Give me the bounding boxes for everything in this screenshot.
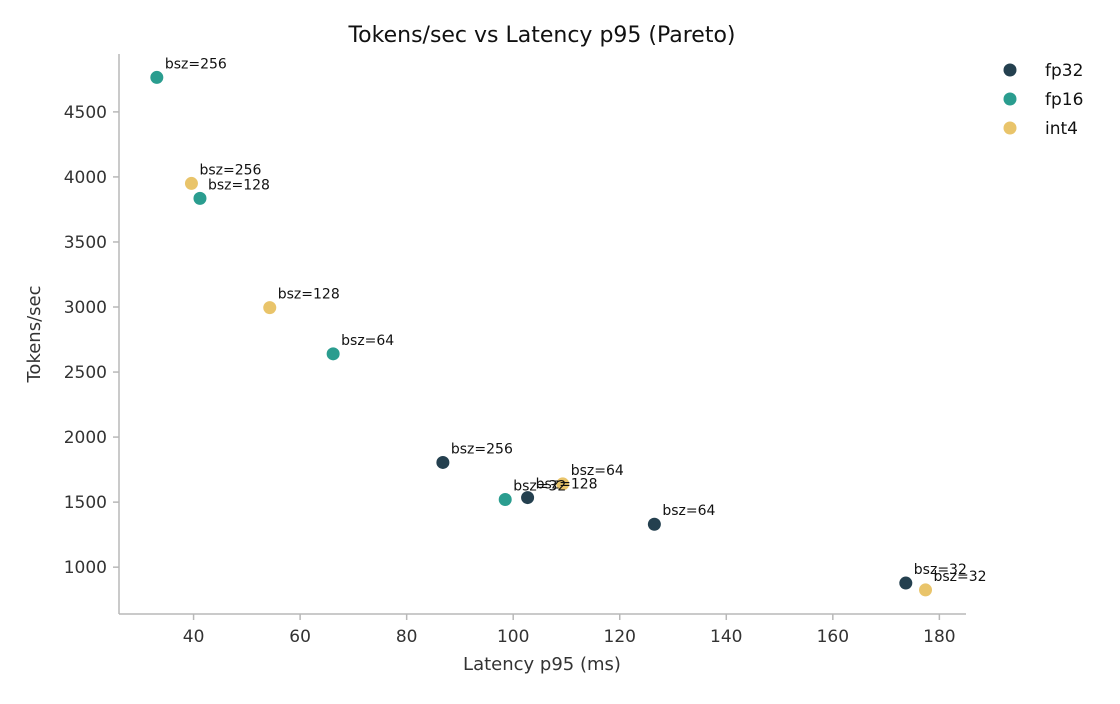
x-tick-label: 80 bbox=[396, 627, 418, 647]
point-fp32-bsz-64 bbox=[647, 517, 661, 531]
point-label: bsz=64 bbox=[571, 463, 624, 479]
point-fp16-bsz-32 bbox=[498, 493, 512, 507]
y-tick-label: 4500 bbox=[64, 103, 107, 123]
point-label: bsz=256 bbox=[199, 162, 261, 178]
point-int4-bsz-32 bbox=[919, 583, 933, 597]
chart-title: Tokens/sec vs Latency p95 (Pareto) bbox=[347, 23, 735, 48]
legend-marker-fp32 bbox=[1003, 63, 1017, 77]
y-tick-label: 3000 bbox=[64, 298, 107, 318]
y-ticks: 1000 1500 2000 2500 3000 3500 4000 4500 bbox=[64, 103, 119, 578]
point-int4-bsz-128 bbox=[263, 301, 277, 315]
y-tick-label: 3500 bbox=[64, 233, 107, 253]
x-tick-label: 120 bbox=[604, 627, 636, 647]
legend-marker-fp16 bbox=[1003, 92, 1017, 106]
point-fp32-bsz-256 bbox=[436, 455, 450, 469]
legend-marker-int4 bbox=[1003, 121, 1017, 135]
point-label: bsz=256 bbox=[451, 441, 513, 457]
y-tick-label: 1500 bbox=[64, 493, 107, 513]
legend-label-int4: int4 bbox=[1045, 119, 1078, 139]
x-tick-label: 100 bbox=[497, 627, 529, 647]
point-fp32-bsz-128 bbox=[521, 491, 535, 505]
y-tick-label: 1000 bbox=[64, 558, 107, 578]
y-tick-label: 2000 bbox=[64, 428, 107, 448]
point-label: bsz=128 bbox=[536, 477, 598, 493]
x-tick-label: 140 bbox=[710, 627, 742, 647]
point-label: bsz=64 bbox=[341, 333, 394, 349]
legend: fp32 fp16 int4 bbox=[1003, 61, 1083, 139]
x-tick-label: 180 bbox=[923, 627, 955, 647]
data-points bbox=[150, 70, 933, 597]
point-int4-bsz-256 bbox=[184, 176, 198, 190]
point-int4-bsz-64 bbox=[556, 477, 570, 491]
x-tick-label: 40 bbox=[183, 627, 205, 647]
point-label: bsz=256 bbox=[165, 56, 227, 72]
y-axis-label: Tokens/sec bbox=[24, 285, 45, 383]
legend-label-fp16: fp16 bbox=[1045, 90, 1083, 110]
point-label: bsz=32 bbox=[513, 479, 566, 495]
point-label: bsz=128 bbox=[208, 177, 270, 193]
y-tick-label: 4000 bbox=[64, 168, 107, 188]
x-ticks: 40 60 80 100 120 140 160 180 bbox=[183, 614, 956, 647]
point-fp16-bsz-128 bbox=[193, 191, 207, 205]
x-axis-label: Latency p95 (ms) bbox=[463, 654, 621, 675]
axes bbox=[118, 54, 966, 615]
x-tick-label: 60 bbox=[289, 627, 311, 647]
y-tick-label: 2500 bbox=[64, 363, 107, 383]
point-fp16-bsz-256 bbox=[150, 70, 164, 84]
x-tick-label: 160 bbox=[817, 627, 849, 647]
point-labels: bsz=256bsz=128bsz=64bsz=32bsz=256bsz=128… bbox=[165, 56, 987, 585]
point-fp16-bsz-64 bbox=[326, 347, 340, 361]
legend-label-fp32: fp32 bbox=[1045, 61, 1083, 81]
point-label: bsz=32 bbox=[914, 562, 967, 578]
point-label: bsz=32 bbox=[934, 569, 987, 585]
point-label: bsz=128 bbox=[278, 287, 340, 303]
point-fp32-bsz-32 bbox=[899, 576, 913, 590]
point-label: bsz=64 bbox=[662, 503, 715, 519]
